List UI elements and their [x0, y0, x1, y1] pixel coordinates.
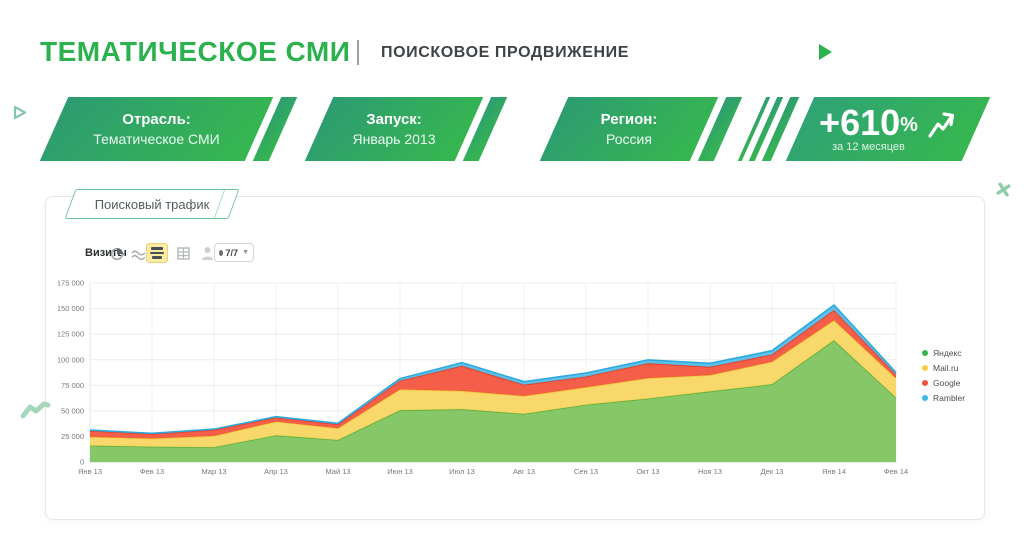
- pie-chart-icon[interactable]: [110, 247, 124, 261]
- kpi-percent-sign: %: [900, 113, 918, 136]
- segments-person-icon[interactable]: [201, 246, 214, 261]
- svg-text:100 000: 100 000: [58, 355, 84, 364]
- svg-text:125 000: 125 000: [58, 330, 84, 339]
- svg-text:Дек 13: Дек 13: [761, 467, 784, 476]
- svg-text:75 000: 75 000: [61, 381, 84, 390]
- svg-text:Июн 13: Июн 13: [387, 467, 413, 476]
- period-dropdown[interactable]: 7/7 ▼: [214, 243, 254, 262]
- svg-text:Июл 13: Июл 13: [449, 467, 475, 476]
- svg-text:Май 13: Май 13: [325, 467, 350, 476]
- title-separator: [357, 40, 359, 65]
- legend-dot-icon: [922, 350, 928, 356]
- play-triangle-icon: [819, 44, 832, 60]
- kpi-banner: +610 % за 12 месяцев: [785, 97, 991, 161]
- period-dropdown-value: 7/7: [225, 247, 239, 258]
- svg-text:150 000: 150 000: [58, 304, 84, 313]
- legend-label: Mail.ru: [933, 363, 959, 373]
- ribbon-region-value: Россия: [606, 130, 652, 147]
- growth-arrow-icon: [928, 112, 955, 138]
- line-chart-icon[interactable]: [131, 249, 146, 260]
- ribbon-industry-value: Тематическое СМИ: [93, 130, 220, 147]
- svg-text:25 000: 25 000: [61, 432, 84, 441]
- svg-text:Мар 13: Мар 13: [201, 467, 226, 476]
- svg-text:Авг 13: Авг 13: [513, 467, 535, 476]
- tab-search-traffic-label: Поисковый трафик: [94, 196, 210, 212]
- svg-text:Ноя 13: Ноя 13: [698, 467, 722, 476]
- chart-legend: Яндекс Mail.ru Google Rambler: [922, 348, 965, 403]
- triangle-outline-icon: [13, 105, 27, 120]
- tab-search-traffic[interactable]: Поисковый трафик: [64, 189, 240, 219]
- svg-text:Янв 14: Янв 14: [822, 467, 846, 476]
- legend-item-rambler[interactable]: Rambler: [922, 393, 965, 403]
- legend-dot-icon: [922, 380, 928, 386]
- metric-label: Визиты: [85, 247, 127, 259]
- legend-dot-icon: [922, 365, 928, 371]
- legend-label: Google: [933, 378, 961, 388]
- svg-text:Окт 13: Окт 13: [636, 467, 659, 476]
- ribbon-launch: Запуск: Январь 2013: [304, 97, 484, 161]
- svg-text:Фев 13: Фев 13: [140, 467, 164, 476]
- svg-text:50 000: 50 000: [61, 406, 84, 415]
- ribbon-industry: Отрасль: Тематическое СМИ: [39, 97, 274, 161]
- ribbon-launch-value: Январь 2013: [352, 130, 436, 147]
- cross-decor-icon: [996, 182, 1011, 197]
- legend-item-google[interactable]: Google: [922, 378, 965, 388]
- squiggle-decor-icon: [20, 401, 51, 419]
- svg-text:Янв 13: Янв 13: [78, 467, 102, 476]
- ribbon-industry-label: Отрасль:: [122, 110, 191, 128]
- svg-text:Сен 13: Сен 13: [574, 467, 598, 476]
- page-title: ТЕМАТИЧЕСКОЕ СМИ: [40, 36, 351, 67]
- legend-label: Rambler: [933, 393, 966, 403]
- svg-text:Фев 14: Фев 14: [884, 467, 908, 476]
- chevron-down-icon: ▼: [242, 249, 249, 256]
- svg-text:175 000: 175 000: [58, 279, 84, 288]
- kpi-caption: за 12 месяцев: [832, 140, 905, 153]
- legend-label: Яндекс: [933, 348, 962, 358]
- svg-text:Апр 13: Апр 13: [264, 467, 288, 476]
- stacked-area-icon[interactable]: [146, 243, 168, 263]
- legend-item-яндекс[interactable]: Яндекс: [922, 348, 965, 358]
- table-icon[interactable]: [177, 247, 190, 260]
- svg-text:0: 0: [80, 458, 84, 467]
- ribbon-region: Регион: Россия: [539, 97, 719, 161]
- stacked-area-chart: 0 25 000 50 000 75 000 100 000 125 000 150 000…: [58, 279, 908, 476]
- comment-dot-icon: [219, 249, 223, 256]
- legend-dot-icon: [922, 395, 928, 401]
- legend-item-mail-ru[interactable]: Mail.ru: [922, 363, 965, 373]
- kpi-value: +610: [819, 101, 901, 143]
- ribbon-launch-label: Запуск:: [366, 110, 422, 128]
- ribbon-region-label: Регион:: [600, 110, 658, 128]
- page-subtitle: ПОИСКОВОЕ ПРОДВИЖЕНИЕ: [381, 44, 630, 61]
